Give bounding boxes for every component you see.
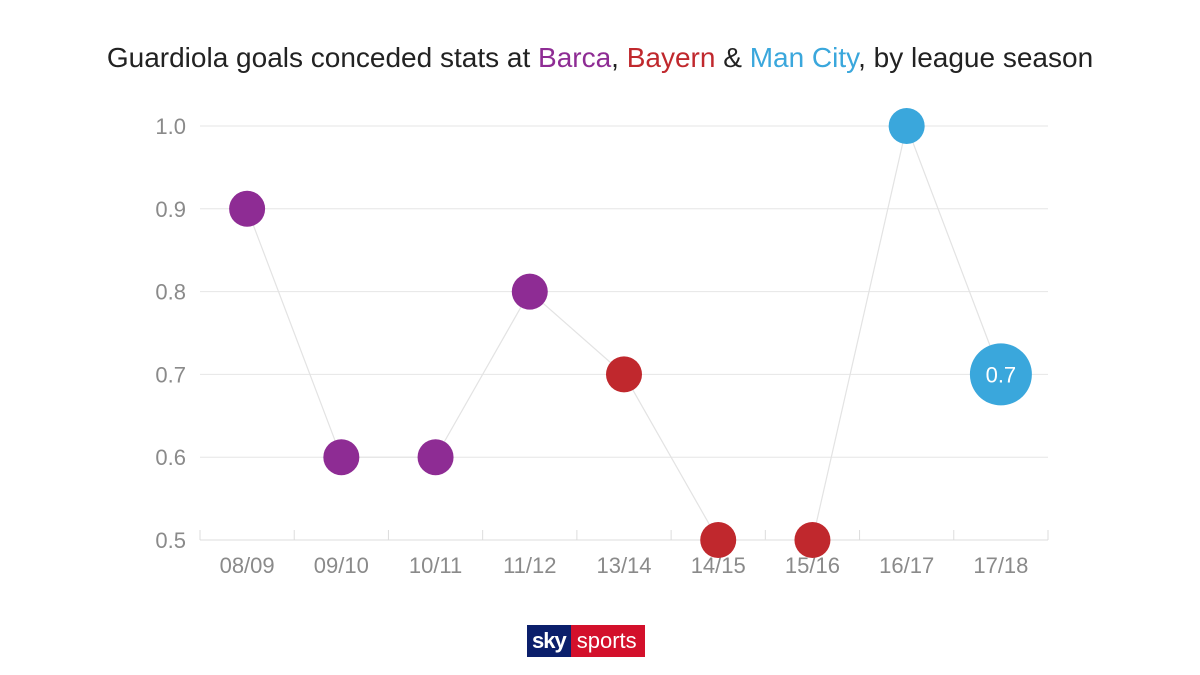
y-tick-label: 0.6 [155,445,186,470]
title-part: Barca [538,42,612,73]
x-tick-label: 16/17 [879,553,934,578]
gridlines [200,125,1048,458]
y-tick-label: 0.5 [155,528,186,553]
data-label: 0.7 [986,362,1017,387]
data-point [888,108,925,144]
x-tick-label: 17/18 [973,553,1028,578]
chart-plot: 0.5 0.6 0.7 0.8 0.9 1.0 08/09 09/10 10/11 11/12 1… [155,108,1049,578]
series-line [246,123,1002,541]
data-point [229,190,266,227]
logo-sky: sky [527,625,571,657]
data-point [417,439,454,476]
title-part: , [611,42,627,73]
y-tick-label: 1.0 [155,114,186,139]
data-point [323,439,360,476]
data-point [511,273,548,310]
y-tick-label: 0.8 [155,280,186,305]
data-point [969,343,1032,406]
y-axis: 0.5 0.6 0.7 0.8 0.9 1.0 [155,114,186,553]
x-tick-label: 11/12 [503,553,556,578]
title-part: Bayern [626,42,716,73]
data-point [606,356,642,393]
title-part: Man City [749,42,859,73]
title-part: & [715,42,750,73]
data-point [700,522,737,558]
connecting-line [246,123,1002,541]
x-tick-label: 08/09 [220,553,275,578]
x-tick-label: 10/11 [409,553,462,578]
title-part: Guardiola goals conceded stats at [106,42,539,73]
y-tick-label: 0.9 [155,197,186,222]
data-point [794,522,831,558]
chart-title: Guardiola goals conceded stats at Barca,… [0,42,1200,74]
data-points: 0.7 [229,108,1032,558]
sky-sports-logo: sky sports [527,625,645,657]
logo-sports: sports [570,625,645,657]
y-tick-label: 0.7 [155,362,186,387]
x-tick-label: 09/10 [314,553,369,578]
title-part: , by league season [858,42,1094,73]
x-tick-label: 13/14 [596,553,651,578]
x-axis: 08/09 09/10 10/11 11/12 13/14 14/15 15/16 16/17… [199,530,1049,578]
